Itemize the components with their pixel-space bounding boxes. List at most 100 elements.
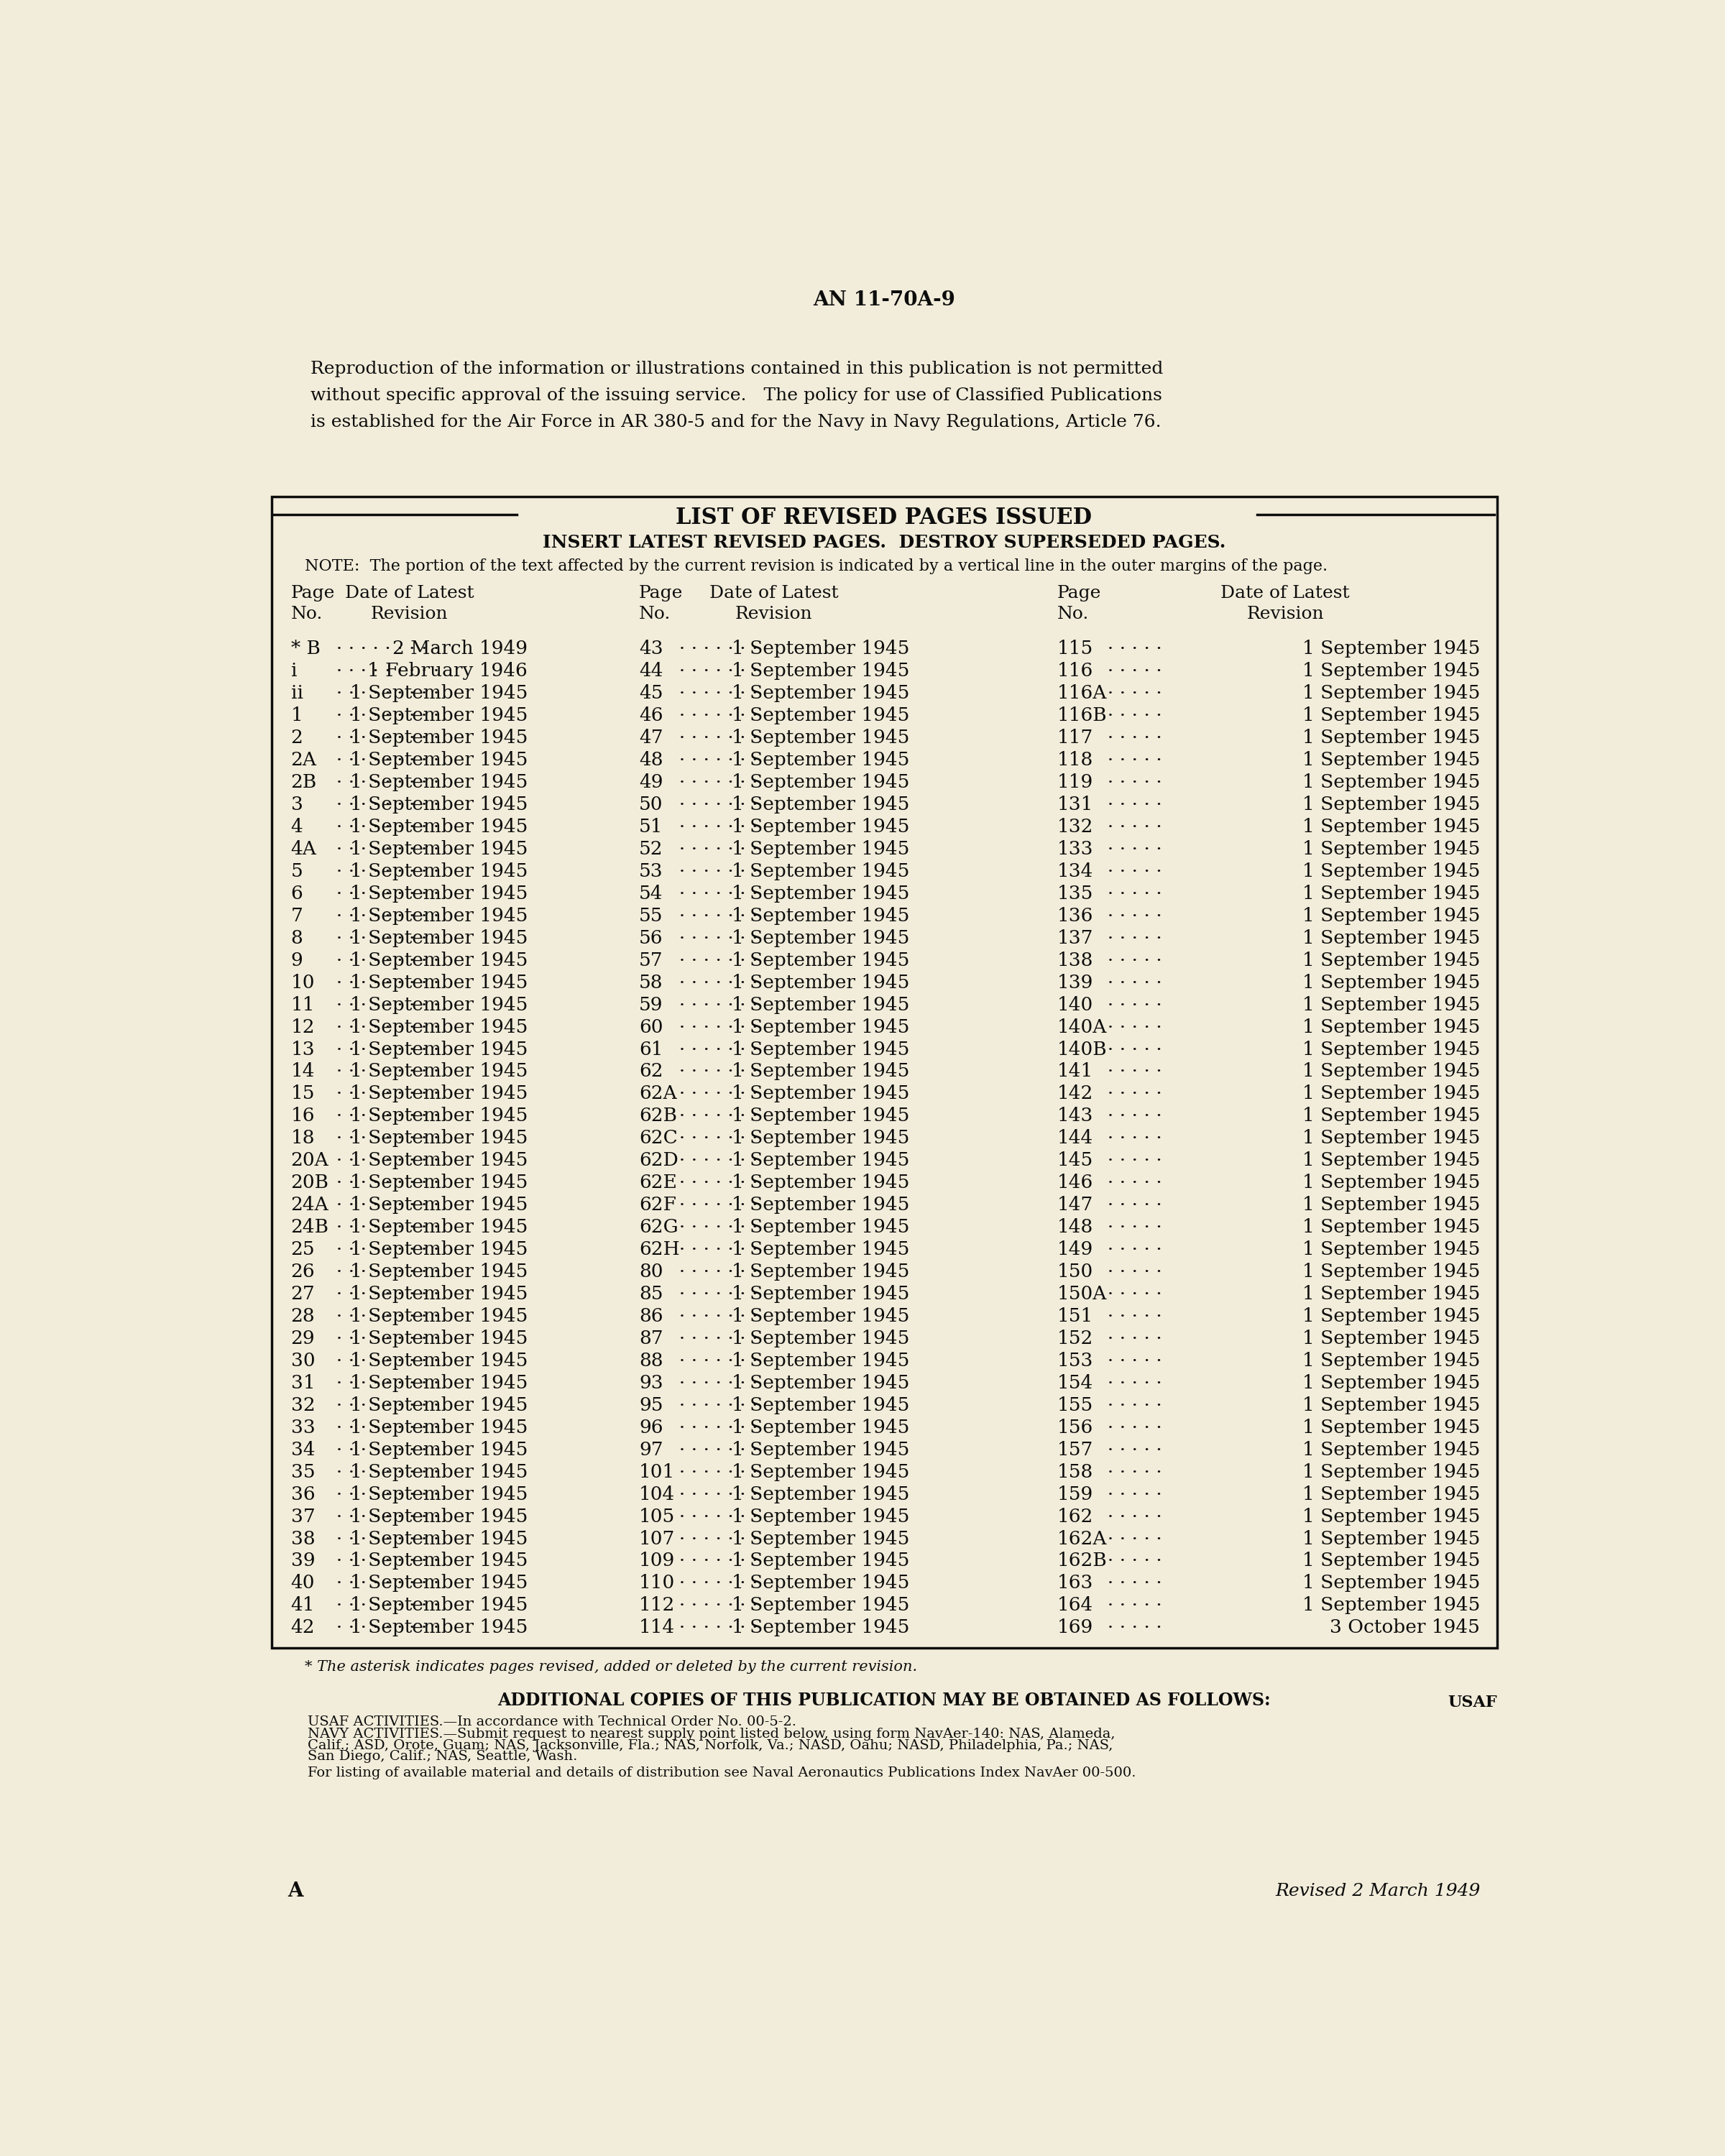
- Text: 62B: 62B: [638, 1106, 676, 1125]
- Text: San Diego, Calif.; NAS, Seattle, Wash.: San Diego, Calif.; NAS, Seattle, Wash.: [307, 1751, 578, 1764]
- Text: · · · · · · · · ·: · · · · · · · · ·: [324, 1130, 445, 1147]
- Text: · · · · ·: · · · · ·: [1095, 1373, 1168, 1393]
- Text: · · · · · · · · ·: · · · · · · · · ·: [324, 1263, 445, 1281]
- Text: Reproduction of the information or illustrations contained in this publication i: Reproduction of the information or illus…: [310, 360, 1163, 377]
- Text: 1 September 1945: 1 September 1945: [1302, 1063, 1480, 1080]
- Text: · · · · · · ·: · · · · · · ·: [668, 1352, 764, 1369]
- Text: 55: 55: [638, 908, 662, 925]
- Text: 1 September 1945: 1 September 1945: [731, 1041, 909, 1059]
- Text: 1 September 1945: 1 September 1945: [731, 1240, 909, 1259]
- Text: 151: 151: [1057, 1307, 1094, 1326]
- Text: · · · · ·: · · · · ·: [1095, 975, 1168, 992]
- Text: · · · · · · · · ·: · · · · · · · · ·: [324, 1041, 445, 1059]
- Text: · · · · · · · · ·: · · · · · · · · ·: [324, 1485, 445, 1503]
- Text: 1 September 1945: 1 September 1945: [731, 1419, 909, 1436]
- Text: · · · · ·: · · · · ·: [1095, 841, 1168, 858]
- Text: 30: 30: [292, 1352, 316, 1369]
- Text: 60: 60: [638, 1018, 662, 1037]
- Text: 1 September 1945: 1 September 1945: [1302, 1151, 1480, 1169]
- Text: · · · · · · ·: · · · · · · ·: [668, 996, 764, 1013]
- Text: 1 September 1945: 1 September 1945: [1302, 1285, 1480, 1302]
- Text: 59: 59: [638, 996, 662, 1013]
- Text: 1 September 1945: 1 September 1945: [731, 750, 909, 770]
- Text: · · · · · · · · ·: · · · · · · · · ·: [324, 884, 445, 903]
- Text: is established for the Air Force in AR 380-5 and for the Navy in Navy Regulation: is established for the Air Force in AR 3…: [310, 414, 1161, 431]
- Text: 1 September 1945: 1 September 1945: [350, 1440, 528, 1460]
- Text: · · · · · · · · ·: · · · · · · · · ·: [324, 1397, 445, 1414]
- Text: 146: 146: [1057, 1173, 1094, 1192]
- Text: 1 September 1945: 1 September 1945: [731, 975, 909, 992]
- Text: 1 September 1945: 1 September 1945: [1302, 975, 1480, 992]
- Text: 1 September 1945: 1 September 1945: [1302, 1240, 1480, 1259]
- Text: 134: 134: [1057, 862, 1094, 880]
- Text: · · · · · · ·: · · · · · · ·: [668, 683, 764, 703]
- Text: Page
No.: Page No.: [638, 584, 683, 623]
- Text: 1 September 1945: 1 September 1945: [731, 1552, 909, 1570]
- Text: 50: 50: [638, 796, 662, 813]
- Text: 1 September 1945: 1 September 1945: [350, 929, 528, 946]
- Text: 10: 10: [292, 975, 316, 992]
- Text: 158: 158: [1057, 1464, 1094, 1481]
- Text: 62E: 62E: [638, 1173, 676, 1192]
- Text: · · · · ·: · · · · ·: [1095, 1397, 1168, 1414]
- Text: · · · · · · · · ·: · · · · · · · · ·: [324, 1552, 445, 1570]
- Text: · · · · ·: · · · · ·: [1095, 640, 1168, 658]
- Text: · · · · · · ·: · · · · · · ·: [668, 1595, 764, 1615]
- Text: 93: 93: [638, 1373, 662, 1393]
- Text: 1 September 1945: 1 September 1945: [731, 862, 909, 880]
- Text: USAF: USAF: [1447, 1695, 1497, 1710]
- Text: 5: 5: [292, 862, 304, 880]
- Text: · · · · ·: · · · · ·: [1095, 707, 1168, 724]
- Text: 1 September 1945: 1 September 1945: [1302, 1130, 1480, 1147]
- Text: 62H: 62H: [638, 1240, 680, 1259]
- Text: · · · · ·: · · · · ·: [1095, 1173, 1168, 1192]
- Text: 26: 26: [292, 1263, 316, 1281]
- Text: · · · · · · · · ·: · · · · · · · · ·: [324, 1197, 445, 1214]
- Text: 1 September 1945: 1 September 1945: [350, 707, 528, 724]
- Text: 1 September 1945: 1 September 1945: [731, 1485, 909, 1503]
- Text: · · · · · · · · ·: · · · · · · · · ·: [324, 1531, 445, 1548]
- Text: · · · · · · · · ·: · · · · · · · · ·: [324, 929, 445, 946]
- Text: · · · · · · · · ·: · · · · · · · · ·: [324, 1151, 445, 1169]
- Text: · · · · · · · · ·: · · · · · · · · ·: [324, 1464, 445, 1481]
- Text: 88: 88: [638, 1352, 662, 1369]
- Text: 1 September 1945: 1 September 1945: [350, 1397, 528, 1414]
- Text: 62D: 62D: [638, 1151, 678, 1169]
- Text: · · · · ·: · · · · ·: [1095, 729, 1168, 746]
- Text: · · · · · · · · ·: · · · · · · · · ·: [324, 951, 445, 970]
- Text: · · · · ·: · · · · ·: [1095, 1218, 1168, 1235]
- Text: Revised 2 March 1949: Revised 2 March 1949: [1275, 1882, 1480, 1899]
- Text: · · · · ·: · · · · ·: [1095, 662, 1168, 679]
- Text: · · · · · · · · ·: · · · · · · · · ·: [324, 1285, 445, 1302]
- Text: 56: 56: [638, 929, 662, 946]
- Text: 1 September 1945: 1 September 1945: [350, 1595, 528, 1615]
- Text: · · · · · · · · ·: · · · · · · · · ·: [324, 1619, 445, 1636]
- Text: · · · · · · · · ·: · · · · · · · · ·: [324, 1218, 445, 1235]
- Text: · · · · ·: · · · · ·: [1095, 908, 1168, 925]
- Text: 1 September 1945: 1 September 1945: [731, 1084, 909, 1102]
- Text: 1 September 1945: 1 September 1945: [350, 1330, 528, 1348]
- Text: 87: 87: [638, 1330, 662, 1348]
- Text: 159: 159: [1057, 1485, 1094, 1503]
- Text: 49: 49: [638, 774, 662, 791]
- Text: A: A: [288, 1882, 304, 1902]
- Text: 1 September 1945: 1 September 1945: [1302, 1307, 1480, 1326]
- Text: · · · · ·: · · · · ·: [1095, 1041, 1168, 1059]
- Text: 4: 4: [292, 817, 304, 837]
- Text: 1 September 1945: 1 September 1945: [350, 1130, 528, 1147]
- Text: 1 September 1945: 1 September 1945: [731, 683, 909, 703]
- Text: · · · · ·: · · · · ·: [1095, 951, 1168, 970]
- Text: 1 September 1945: 1 September 1945: [731, 729, 909, 746]
- Text: 1 September 1945: 1 September 1945: [350, 1106, 528, 1125]
- Text: 95: 95: [638, 1397, 662, 1414]
- Text: 1 September 1945: 1 September 1945: [731, 929, 909, 946]
- Text: · · · · · · · · ·: · · · · · · · · ·: [324, 841, 445, 858]
- Text: 6: 6: [292, 884, 304, 903]
- Text: 4A: 4A: [292, 841, 317, 858]
- Text: · · · · ·: · · · · ·: [1095, 1619, 1168, 1636]
- Text: · · · · · · ·: · · · · · · ·: [668, 841, 764, 858]
- Text: ADDITIONAL COPIES OF THIS PUBLICATION MAY BE OBTAINED AS FOLLOWS:: ADDITIONAL COPIES OF THIS PUBLICATION MA…: [497, 1692, 1271, 1710]
- Text: 1 September 1945: 1 September 1945: [731, 1197, 909, 1214]
- Text: 1 September 1945: 1 September 1945: [350, 1531, 528, 1548]
- Text: 52: 52: [638, 841, 662, 858]
